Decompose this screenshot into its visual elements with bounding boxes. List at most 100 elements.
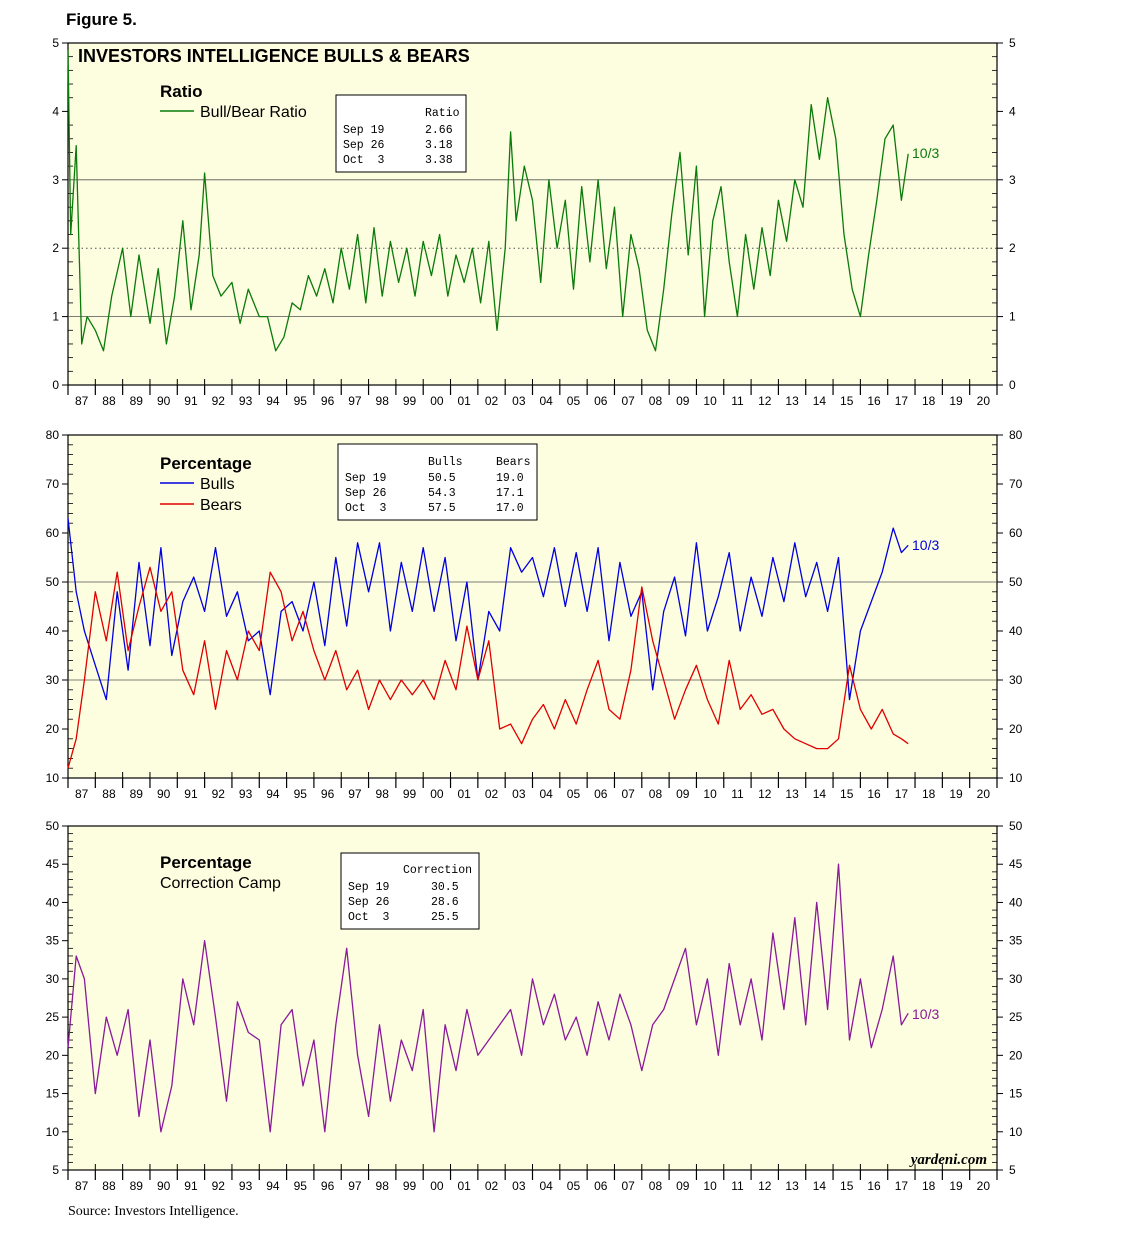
y-tick-label-left: 80 xyxy=(46,428,60,442)
x-tick-label: 11 xyxy=(731,1179,744,1193)
x-tick-label: 15 xyxy=(840,787,854,801)
x-tick-label: 14 xyxy=(813,1179,827,1193)
x-tick-label: 97 xyxy=(348,394,362,408)
y-tick-label-right: 5 xyxy=(1009,1163,1016,1177)
y-tick-label-left: 50 xyxy=(46,575,60,589)
y-tick-label-left: 30 xyxy=(46,972,60,986)
bb-table-date-1: Sep 19 xyxy=(345,472,387,485)
panel-bulls-bears-subtitle: Percentage xyxy=(160,454,252,473)
x-tick-label: 12 xyxy=(758,1179,772,1193)
legend-label-bulls: Bulls xyxy=(200,476,235,493)
x-tick-label: 01 xyxy=(458,394,472,408)
x-tick-label: 19 xyxy=(949,787,963,801)
panel-correction-right-axis: 5 10 15 20 25 30 35 40 45 50 xyxy=(992,819,1023,1177)
x-tick-label: 99 xyxy=(403,394,417,408)
x-tick-label: 95 xyxy=(294,787,308,801)
x-tick-label: 92 xyxy=(212,1179,226,1193)
x-tick-label: 09 xyxy=(676,394,690,408)
x-tick-label: 06 xyxy=(594,787,608,801)
y-tick-label-left: 40 xyxy=(46,624,60,638)
x-tick-label: 09 xyxy=(676,1179,690,1193)
x-tick-label: 95 xyxy=(294,394,308,408)
x-tick-label: 98 xyxy=(376,394,390,408)
x-tick-label: 11 xyxy=(731,394,744,408)
x-tick-label: 87 xyxy=(75,394,89,408)
y-tick-label-right: 5 xyxy=(1009,36,1016,50)
series-line-bulls xyxy=(67,518,909,701)
x-tick-label: 08 xyxy=(649,1179,663,1193)
x-tick-label: 90 xyxy=(157,394,171,408)
y-tick-label-left: 35 xyxy=(46,934,60,948)
x-tick-label: 17 xyxy=(895,1179,909,1193)
bb-table-bulls-1: 50.5 xyxy=(428,472,456,485)
x-tick-label: 94 xyxy=(266,394,280,408)
x-tick-label: 04 xyxy=(539,394,553,408)
ratio-latest-label: 10/3 xyxy=(912,145,939,161)
x-tick-label: 17 xyxy=(895,394,909,408)
x-tick-label: 03 xyxy=(512,1179,526,1193)
x-tick-label: 90 xyxy=(157,787,171,801)
panel-bulls-bears-x-axis: 87 88 89 90 91 92 93 94 95 96 97 98 99 00 01 02 03 04 05 06… xyxy=(67,772,998,801)
ratio-table-date-2: Sep 26 xyxy=(343,139,385,152)
x-tick-label: 96 xyxy=(321,1179,335,1193)
x-tick-label: 96 xyxy=(321,787,335,801)
panel-ratio-subtitle: Ratio xyxy=(160,82,203,101)
x-tick-label: 20 xyxy=(977,1179,991,1193)
y-tick-label-right: 70 xyxy=(1009,477,1023,491)
x-tick-label: 16 xyxy=(867,787,881,801)
x-tick-label: 97 xyxy=(348,787,362,801)
x-tick-label: 18 xyxy=(922,1179,936,1193)
legend-label-bears: Bears xyxy=(200,497,242,514)
bb-table-date-3: Oct 3 xyxy=(345,502,387,515)
corr-table-date-1: Sep 19 xyxy=(348,881,390,894)
source-note: Source: Investors Intelligence. xyxy=(68,1204,239,1219)
y-tick-label-right: 0 xyxy=(1009,378,1016,392)
x-tick-label: 15 xyxy=(840,394,854,408)
x-tick-label: 07 xyxy=(621,1179,635,1193)
panel-ratio-x-axis: 87 88 89 90 91 92 93 94 95 96 97 98 99 00 01 02 03 04 05 06… xyxy=(67,379,998,408)
panel-correction-table: Correction Sep 19 30.5 Sep 26 28.6 Oct 3… xyxy=(340,852,480,930)
y-tick-label-right: 10 xyxy=(1009,1125,1023,1139)
panel-bulls-bears-left-axis: 10 20 30 40 50 60 70 80 xyxy=(46,428,73,785)
x-tick-label: 14 xyxy=(813,787,827,801)
y-tick-label-right: 1 xyxy=(1009,310,1016,324)
watermark: yardeni.com xyxy=(909,1152,987,1168)
y-tick-label-left: 5 xyxy=(52,1163,59,1177)
x-tick-label: 97 xyxy=(348,1179,362,1193)
series-line-bears xyxy=(67,566,909,769)
y-tick-label-left: 20 xyxy=(46,1048,60,1062)
x-tick-label: 10 xyxy=(703,787,717,801)
x-tick-label: 18 xyxy=(922,394,936,408)
y-tick-label-left: 5 xyxy=(52,36,59,50)
bb-table-header-bears: Bears xyxy=(496,456,531,469)
x-tick-label: 87 xyxy=(75,787,89,801)
y-tick-label-right: 10 xyxy=(1009,771,1023,785)
bb-table-bears-3: 17.0 xyxy=(496,502,524,515)
x-tick-label: 88 xyxy=(102,394,116,408)
y-tick-label-left: 10 xyxy=(46,1125,60,1139)
x-tick-label: 05 xyxy=(567,1179,581,1193)
y-tick-label-right: 40 xyxy=(1009,624,1023,638)
ratio-table-value-3: 3.38 xyxy=(425,154,453,167)
y-tick-label-right: 3 xyxy=(1009,173,1016,187)
x-tick-label: 91 xyxy=(184,1179,198,1193)
panel-ratio-title: INVESTORS INTELLIGENCE BULLS & BEARS xyxy=(78,46,470,66)
y-tick-label-right: 15 xyxy=(1009,1087,1023,1101)
x-tick-label: 05 xyxy=(567,787,581,801)
y-tick-label-left: 15 xyxy=(46,1087,60,1101)
x-tick-label: 09 xyxy=(676,787,690,801)
y-tick-label-right: 40 xyxy=(1009,895,1023,909)
y-tick-label-left: 25 xyxy=(46,1010,60,1024)
x-tick-label: 17 xyxy=(895,787,909,801)
panel-ratio-series xyxy=(67,49,909,352)
x-tick-label: 89 xyxy=(130,1179,144,1193)
x-tick-label: 98 xyxy=(376,1179,390,1193)
x-tick-label: 00 xyxy=(430,394,444,408)
corr-table-header: Correction xyxy=(403,864,472,877)
x-tick-label: 18 xyxy=(922,787,936,801)
x-tick-label: 20 xyxy=(977,787,991,801)
x-tick-label: 95 xyxy=(294,1179,308,1193)
corr-table-date-3: Oct 3 xyxy=(348,911,390,924)
x-tick-label: 92 xyxy=(212,394,226,408)
